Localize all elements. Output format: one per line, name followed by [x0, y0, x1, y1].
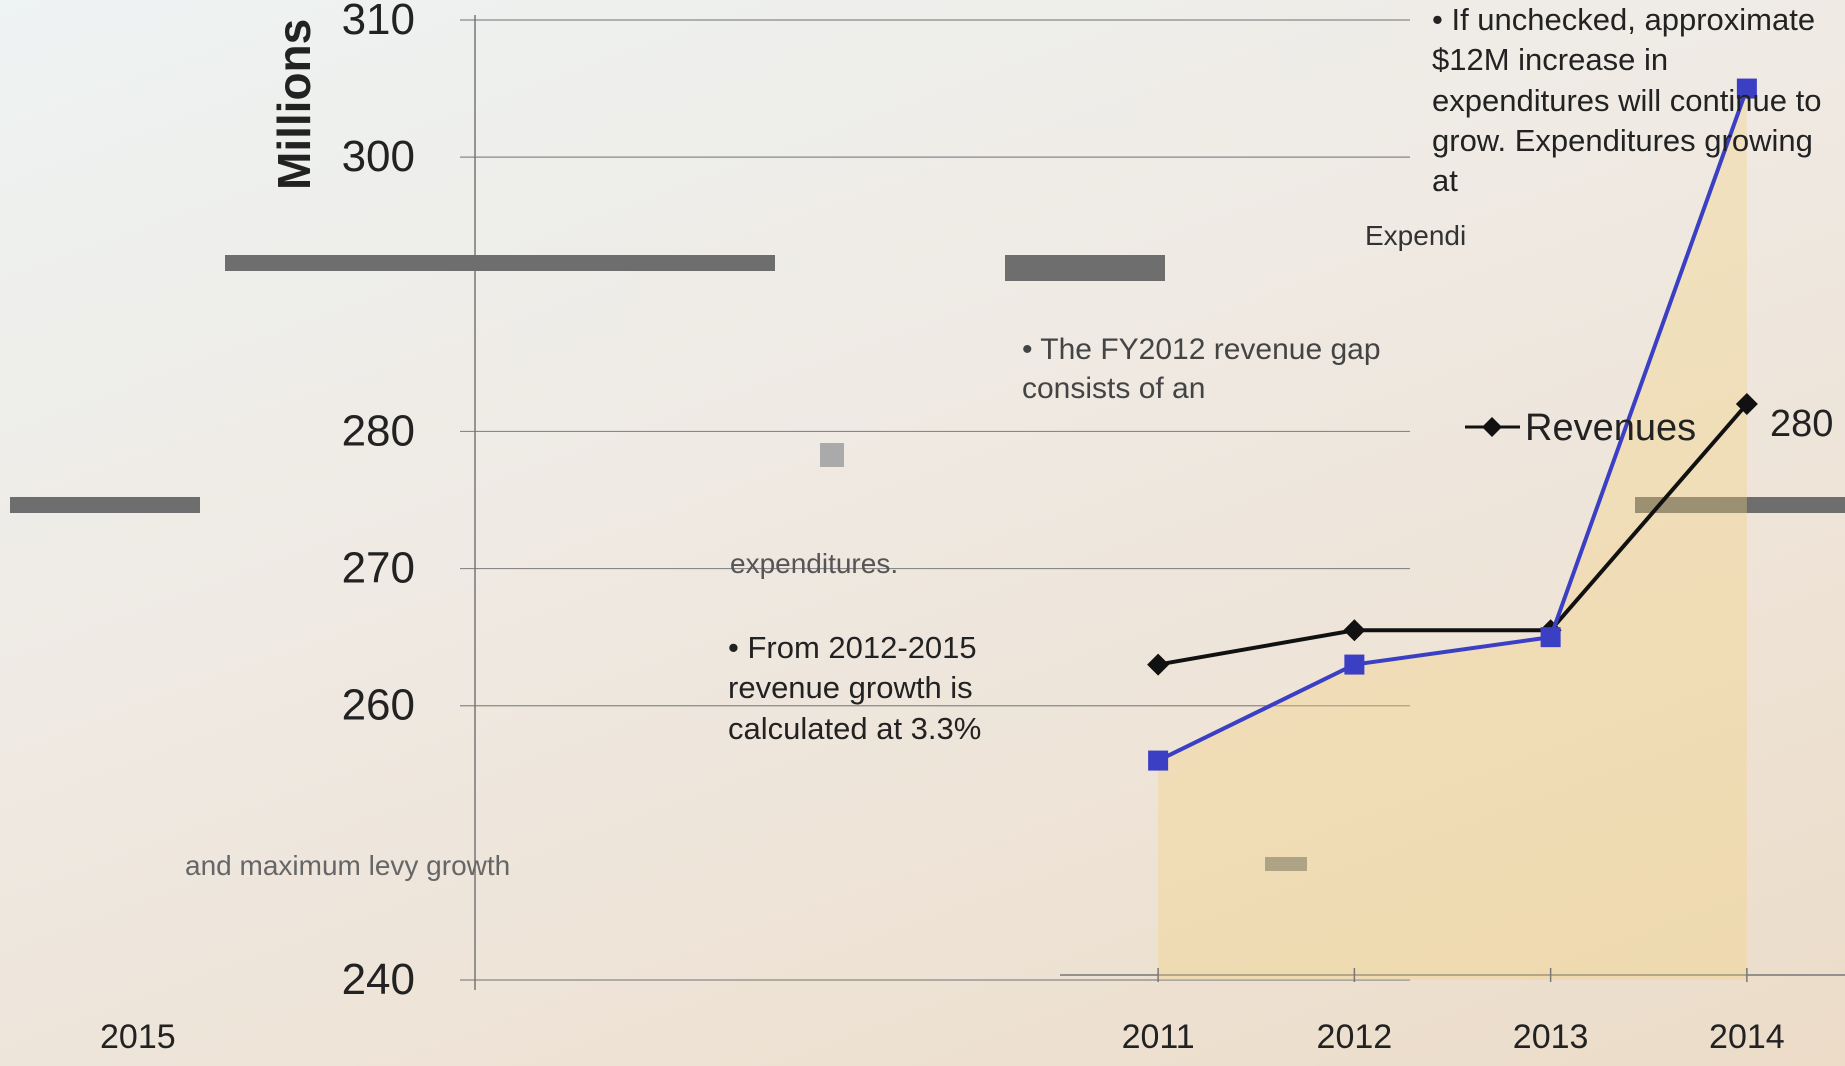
y-axis-label: Millions: [268, 19, 320, 190]
callout-levy: and maximum levy growth: [185, 848, 515, 898]
y-tick-label: 260: [342, 681, 415, 730]
tick-labels: 240 260 270 280 300 310 2011 2012 2013 2014: [342, 0, 1785, 1056]
axes: [474, 15, 1845, 990]
gridlines: [460, 19, 1410, 981]
callout-gap-tail: expenditures.: [730, 546, 1030, 596]
callout-unchecked-text: • If unchecked, approximate $12M increas…: [1432, 2, 1822, 199]
decor-bar: [1635, 497, 1845, 513]
y-tick-label: 300: [342, 132, 415, 181]
x-tick-label: 2011: [1122, 1018, 1195, 1056]
callout-growth-text: • From 2012-2015 revenue growth is calcu…: [728, 630, 982, 746]
series-line-0: [1157, 402, 1749, 667]
expenditure-point: [1736, 78, 1757, 99]
expenditure-point: [1540, 627, 1561, 648]
legend-revenues: Revenues: [1525, 407, 1696, 449]
expenditure-point: [1148, 750, 1169, 771]
y-tick-label: 310: [342, 0, 415, 44]
decor-bar: [820, 443, 844, 467]
growth-area: [1158, 88, 1747, 981]
decor-bar: [1005, 255, 1165, 281]
expend-label: Expendi: [1365, 220, 1466, 251]
decor-bar: [1265, 857, 1307, 871]
decor-bar: [10, 497, 200, 513]
callout-levy-text: and maximum levy growth: [185, 850, 511, 881]
legend-marker: [1482, 417, 1502, 437]
legend-value: 280: [1770, 403, 1833, 445]
y-tick-label: 240: [342, 955, 415, 1004]
callout-growth: • From 2012-2015 revenue growth is calcu…: [728, 628, 1058, 763]
x-tick-label: 2012: [1317, 1018, 1393, 1056]
revenue-point: [1343, 619, 1366, 642]
decor-bar: [225, 255, 775, 271]
x-tick-label: 2013: [1513, 1018, 1589, 1056]
callout-gap: • The FY2012 revenue gap consists of an: [1022, 330, 1392, 422]
growth-fill: [1158, 88, 1747, 981]
x-label-2015: 2015: [100, 1018, 176, 1056]
callout-gap-tail-text: expenditures.: [730, 548, 899, 579]
y-tick-label: 270: [342, 544, 415, 593]
callout-unchecked: • If unchecked, approximate $12M increas…: [1432, 0, 1832, 215]
x-tick-label: 2014: [1709, 1018, 1785, 1056]
y-tick-label: 280: [342, 406, 415, 455]
series-group: [1147, 78, 1758, 771]
expenditure-point: [1344, 654, 1365, 675]
revenue-point: [1735, 393, 1758, 415]
series-line-1: [1157, 87, 1749, 763]
callout-gap-text: • The FY2012 revenue gap consists of an: [1022, 333, 1381, 405]
revenue-point: [1147, 653, 1170, 676]
